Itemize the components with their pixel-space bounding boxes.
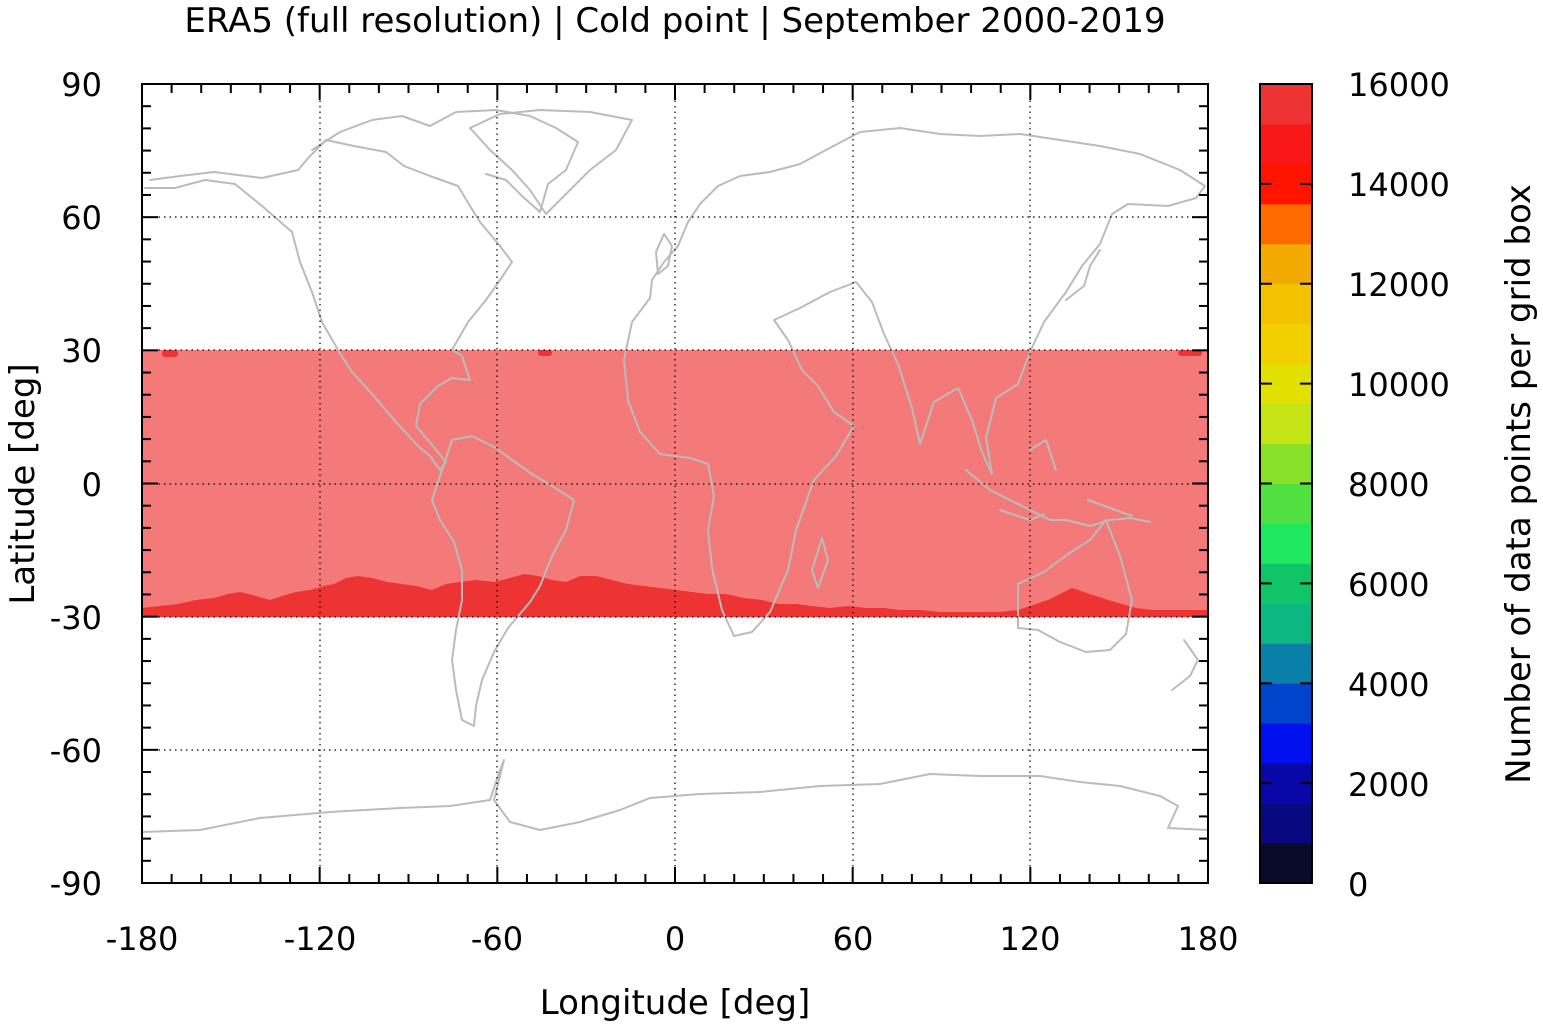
colorbar-band: [1260, 403, 1312, 445]
coastline-antarctica: [141, 759, 1209, 833]
y-tick-labels: 90 60 30 0 -30 -60 -90: [50, 66, 102, 903]
x-tick-label: 60: [833, 920, 874, 958]
coastline-canadian-arctic: [311, 109, 579, 213]
x-tick-label: -60: [471, 920, 523, 958]
colorbar-band: [1260, 483, 1312, 524]
y-tick-label: 30: [61, 332, 102, 370]
chart-title: ERA5 (full resolution) | Cold point | Se…: [184, 1, 1165, 41]
colorbar-band: [1260, 84, 1312, 125]
colorbar-tick-labels: 16000 14000 12000 10000 8000 6000 4000 2…: [1348, 66, 1450, 904]
y-tick-label: 90: [61, 66, 102, 104]
x-axis-label: Longitude [deg]: [540, 983, 811, 1023]
colorbar-tick-label: 8000: [1348, 466, 1429, 504]
colorbar: [1260, 83, 1312, 884]
coastline-south-america: [431, 435, 575, 727]
y-tick-label: -30: [50, 599, 102, 637]
colorbar-band: [1260, 203, 1312, 245]
colorbar-tick-label: 16000: [1348, 66, 1450, 104]
axis-ticks: [141, 83, 1209, 884]
colorbar-band: [1260, 243, 1312, 285]
colorbar-band: [1260, 723, 1312, 764]
colorbar-tick-label: 6000: [1348, 566, 1429, 604]
x-tick-labels: -180 -120 -60 0 60 120 180: [106, 920, 1239, 958]
y-tick-label: -90: [50, 865, 102, 903]
colorbar-tick-label: 2000: [1348, 766, 1429, 804]
y-tick-label: 0: [82, 466, 102, 504]
colorbar-band: [1260, 323, 1312, 365]
north-edge-patch: [538, 350, 552, 356]
colorbar-band: [1260, 603, 1312, 644]
y-tick-label: -60: [50, 732, 102, 770]
y-tick-label: 60: [61, 199, 102, 237]
x-tick-label: 0: [665, 920, 685, 958]
colorbar-band: [1260, 683, 1312, 724]
colorbar-band: [1260, 843, 1312, 884]
x-tick-label: -120: [284, 920, 357, 958]
colorbar-tick-label: 12000: [1348, 266, 1450, 304]
colorbar-frame: [1259, 83, 1313, 884]
colorbar-band: [1260, 523, 1312, 564]
coastline-north-america: [144, 139, 513, 471]
coastline-africa-eurasia: [623, 127, 1206, 637]
y-axis-label: Latitude [deg]: [3, 363, 43, 604]
coastline-britain: [655, 233, 673, 275]
colorbar-band: [1260, 643, 1312, 684]
coastline-new-zealand: [1171, 639, 1199, 691]
north-edge-patch: [162, 350, 178, 357]
coastline-madagascar: [811, 537, 829, 589]
coastline-japan: [1065, 249, 1101, 301]
grid: [142, 84, 1208, 883]
colorbar-tick-label: 0: [1348, 866, 1368, 904]
colorbar-tick-label: 14000: [1348, 166, 1450, 204]
x-tick-label: 180: [1177, 920, 1238, 958]
colorbar-tick-label: 4000: [1348, 666, 1429, 704]
x-tick-label: 120: [999, 920, 1060, 958]
coastline-greenland: [469, 109, 633, 215]
north-edge-patch: [1178, 350, 1202, 356]
colorbar-tick-label: 10000: [1348, 366, 1450, 404]
coastline-southeast-asia-islands: [965, 439, 1151, 527]
coastline-australia: [1017, 519, 1133, 653]
data-band: [142, 350, 1208, 617]
colorbar-band: [1260, 123, 1312, 165]
colorbar-band: [1260, 803, 1312, 844]
coastlines: [141, 109, 1209, 833]
colorbar-label: Number of data points per grid box: [1499, 184, 1539, 784]
colorbar-band: [1260, 283, 1312, 325]
x-tick-label: -180: [106, 920, 179, 958]
colorbar-band: [1260, 443, 1312, 484]
